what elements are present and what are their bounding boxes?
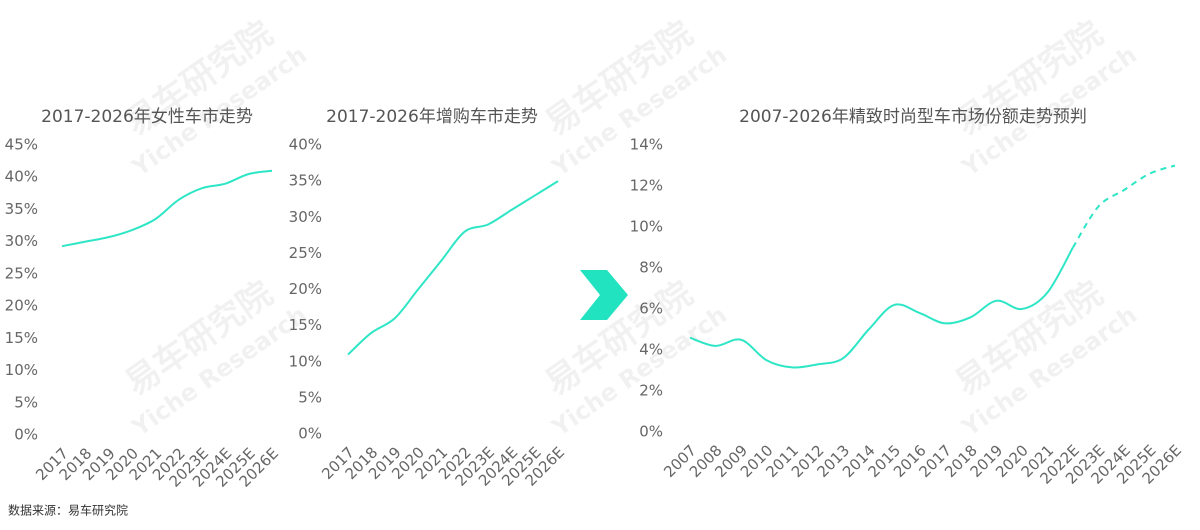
y-tick-label: 0% xyxy=(639,423,663,441)
arrow-icon xyxy=(580,270,628,320)
y-tick-label: 5% xyxy=(14,393,38,411)
y-tick-label: 45% xyxy=(5,136,38,154)
y-tick-label: 35% xyxy=(289,172,322,190)
y-tick-label: 20% xyxy=(289,280,322,298)
line xyxy=(347,180,559,356)
line xyxy=(689,247,1074,369)
chart-title: 2017-2026年增购车市走势 xyxy=(326,107,538,127)
y-tick-label: 10% xyxy=(289,352,322,370)
y-tick-label: 2% xyxy=(639,382,663,400)
y-tick-label: 30% xyxy=(289,208,322,226)
y-tick-label: 25% xyxy=(289,244,322,262)
y-tick-label: 8% xyxy=(639,259,663,277)
y-tick-label: 35% xyxy=(5,200,38,218)
y-tick-label: 0% xyxy=(298,425,322,443)
chart-title: 2007-2026年精致时尚型车市场份额走势预判 xyxy=(739,107,1087,127)
y-tick-label: 10% xyxy=(5,361,38,379)
y-tick-label: 14% xyxy=(630,136,663,154)
y-tick-label: 15% xyxy=(5,329,38,347)
y-tick-label: 12% xyxy=(630,177,663,195)
y-tick-label: 40% xyxy=(289,136,322,154)
line xyxy=(61,169,273,248)
chart-title: 2017-2026年女性车市走势 xyxy=(41,107,253,127)
y-tick-label: 0% xyxy=(14,426,38,444)
y-tick-label: 15% xyxy=(289,316,322,334)
source: 数据来源：易车研究院 xyxy=(8,503,128,518)
y-tick-label: 5% xyxy=(298,388,322,406)
line xyxy=(1072,164,1176,249)
y-tick-label: 6% xyxy=(639,300,663,318)
y-tick-label: 30% xyxy=(5,232,38,250)
y-tick-label: 20% xyxy=(5,297,38,315)
y-tick-label: 25% xyxy=(5,264,38,282)
y-tick-label: 40% xyxy=(5,168,38,186)
y-tick-label: 4% xyxy=(639,341,663,359)
y-tick-label: 10% xyxy=(630,218,663,236)
